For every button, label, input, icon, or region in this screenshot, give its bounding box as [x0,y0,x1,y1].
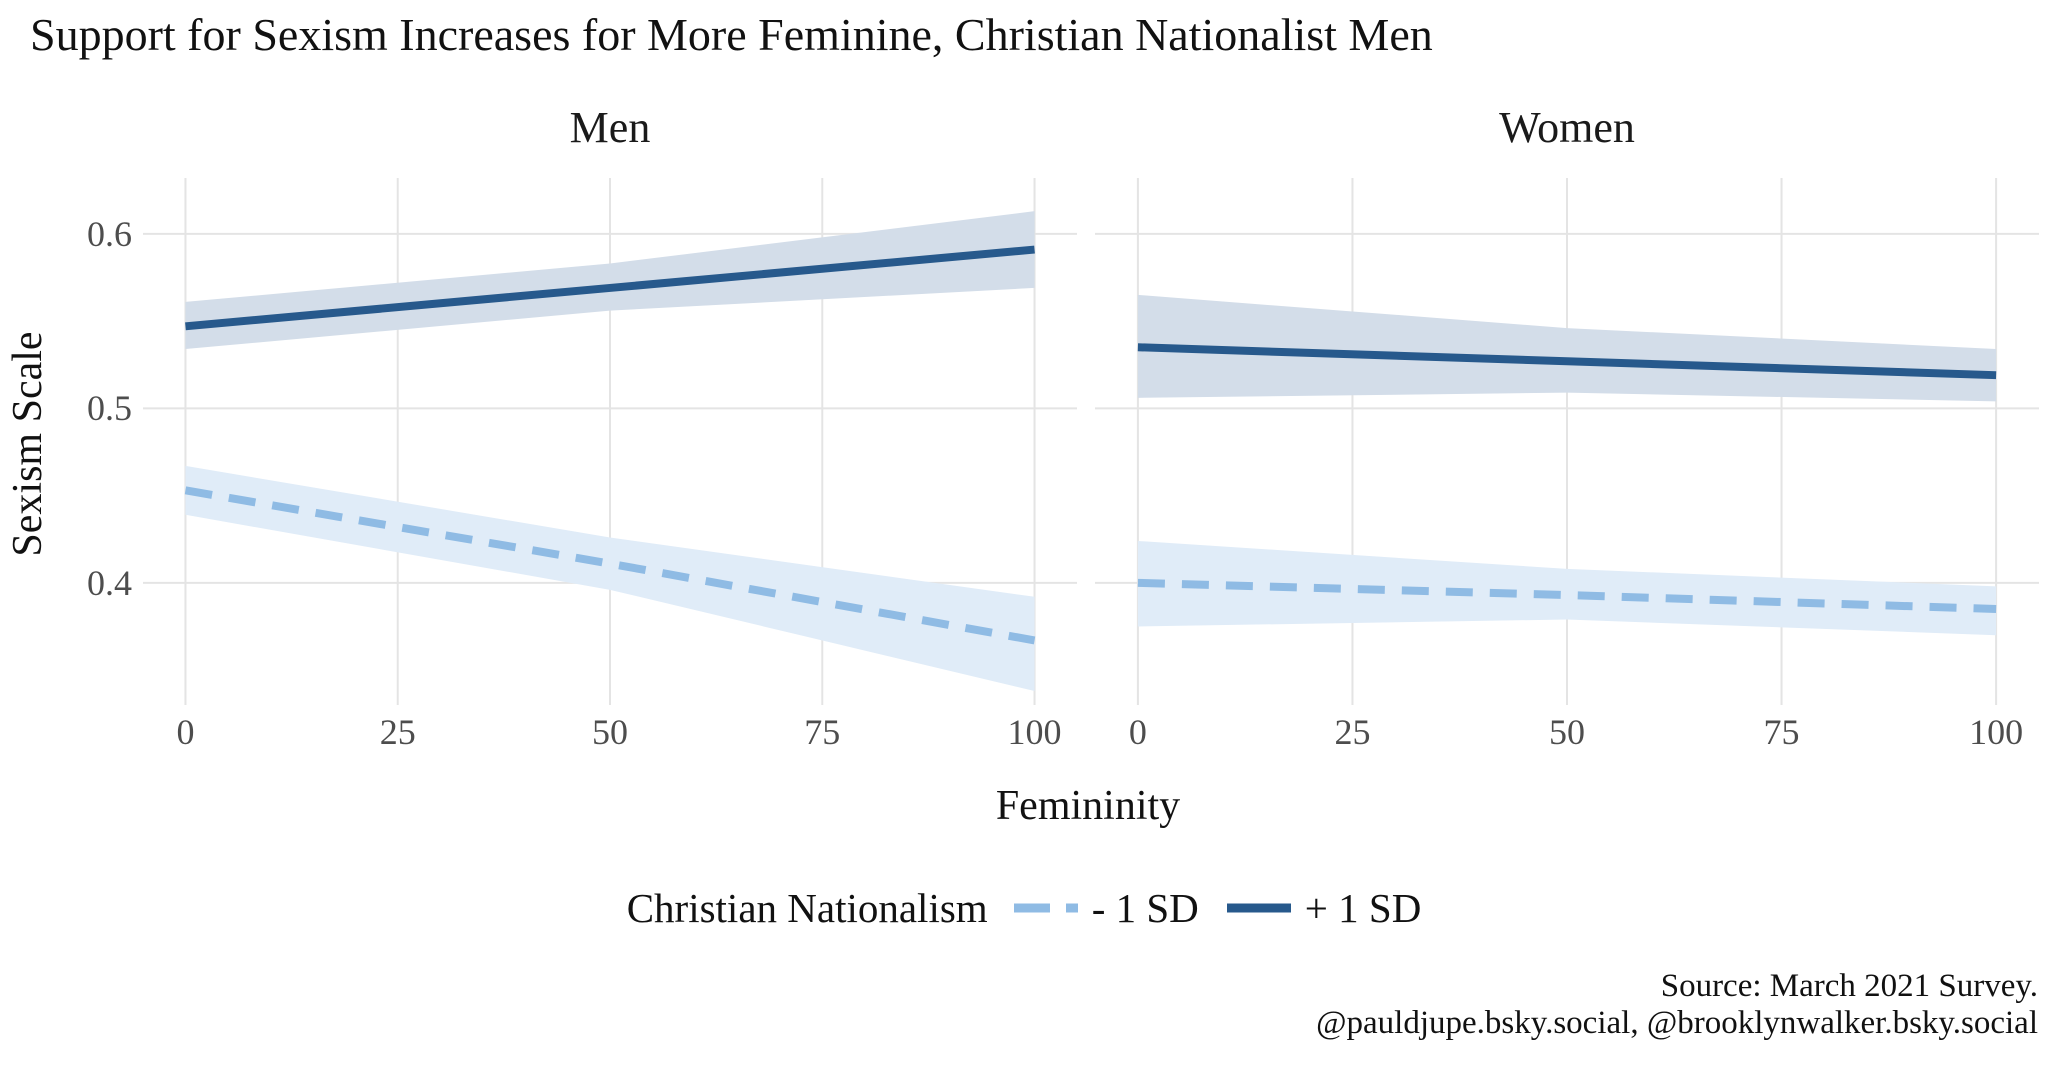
legend-item-label: + 1 SD [1304,885,1422,931]
trend-line-plus-1sd [185,245,1035,331]
trend-line-plus-1sd [1137,343,1997,380]
confidence-ribbon [1137,294,1997,402]
legend: Christian Nationalism - 1 SD + 1 SD [0,884,2048,932]
source-note: Source: March 2021 Survey. @pauldjupe.bs… [1316,968,2038,1042]
y-tick-label: 0.5 [87,388,132,429]
x-tick-label: 0 [1128,712,1147,752]
confidence-ribbon [185,465,1035,692]
x-tick-label: 75 [804,712,841,752]
chart-title: Support for Sexism Increases for More Fe… [30,9,1433,60]
legend-title: Christian Nationalism [626,885,988,931]
x-tick-label: 100 [1969,712,2024,752]
facet-label-men: Men [569,103,651,152]
legend-item: - 1 SD [1013,884,1199,932]
x-axis-title: Femininity [995,783,1181,829]
y-axis-title: Sexism Scale [5,331,51,557]
y-tick-label: 0.4 [87,562,132,603]
x-tick-label: 50 [1549,712,1585,752]
legend-key-dashed-icon [1013,903,1078,913]
legend-key-solid-icon [1226,903,1291,913]
x-tick-label: 100 [1007,712,1062,752]
confidence-ribbon [185,211,1035,350]
legend-items: - 1 SD + 1 SD [1013,884,1422,932]
source-line-2: @pauldjupe.bsky.social, @brooklynwalker.… [1316,1005,2038,1041]
trend-line-minus-1sd [184,486,1036,645]
source-line-1: Source: March 2021 Survey. [1660,968,2038,1004]
legend-item-label: - 1 SD [1091,885,1199,931]
y-tick-label: 0.6 [87,213,132,254]
x-tick-label: 0 [176,712,195,752]
x-tick-label: 25 [1334,712,1371,752]
legend-item: + 1 SD [1226,884,1422,932]
x-tick-label: 50 [592,712,628,752]
x-tick-label: 75 [1763,712,1800,752]
x-tick-label: 25 [379,712,416,752]
trend-line-minus-1sd [1137,578,1997,614]
facet-label-women: Women [1499,103,1635,152]
confidence-ribbon [1137,540,1997,636]
